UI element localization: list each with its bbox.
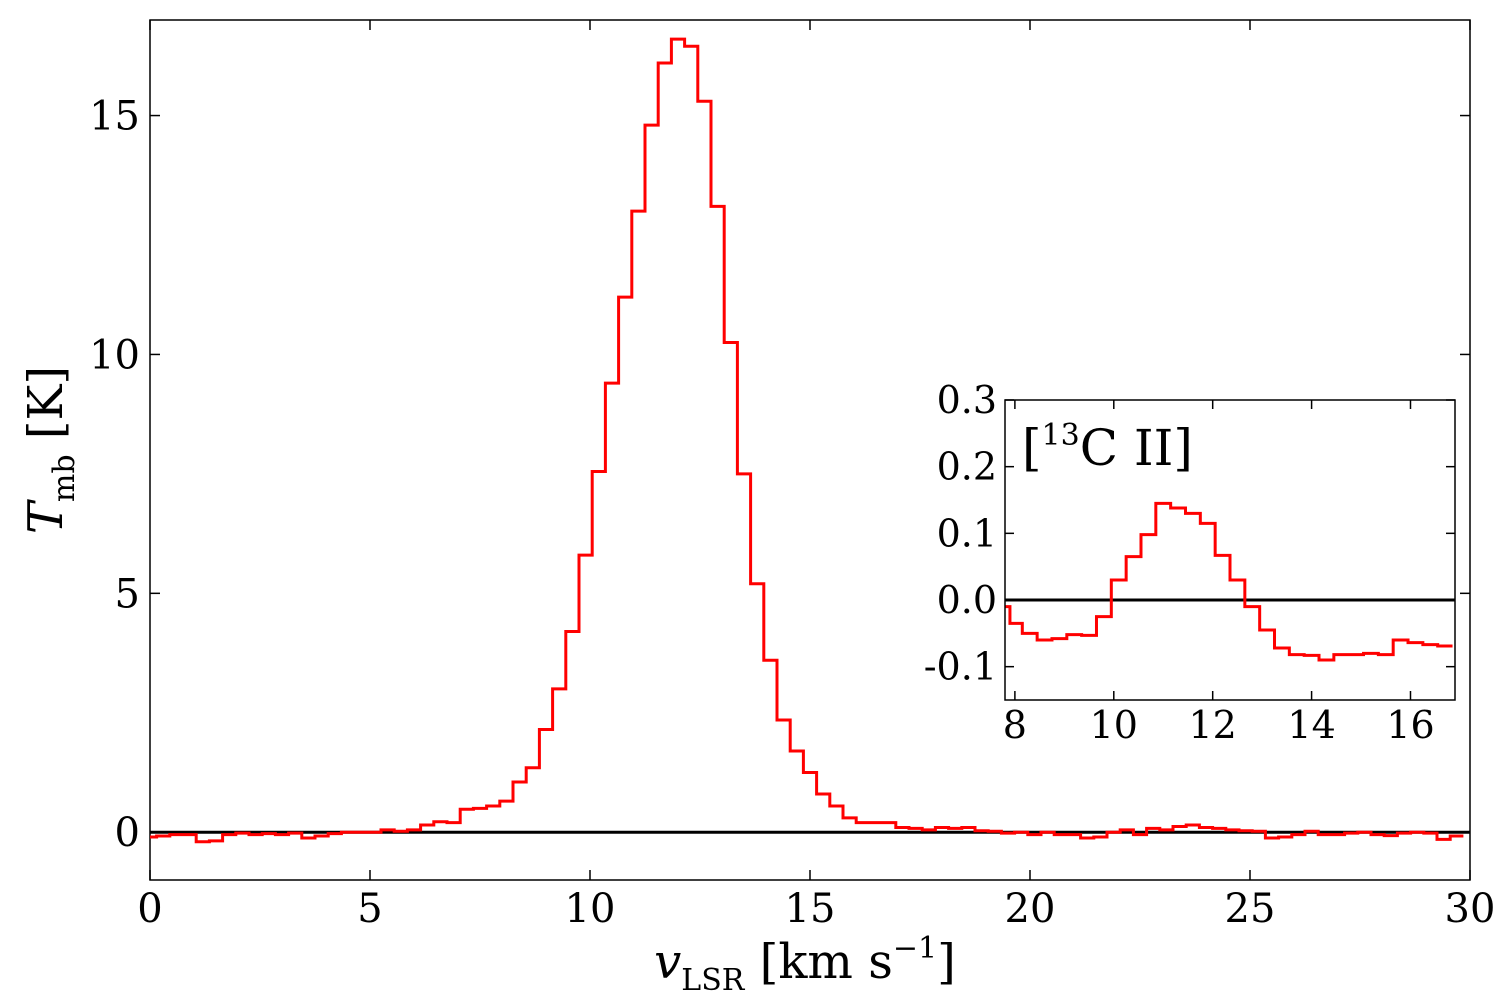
x-tick-label: 10: [1090, 703, 1138, 747]
x-tick-label: 20: [1005, 886, 1056, 932]
y-tick-label: 0.0: [937, 578, 997, 622]
inset-title: [13C II]: [1022, 418, 1193, 477]
main-y-axis-label: Tmb [K]: [18, 366, 82, 534]
main-x-axis-label: vLSR [km s−1]: [654, 931, 956, 998]
inset-title-ion: II: [1118, 419, 1173, 477]
x-tick-label: 5: [357, 886, 382, 932]
xlabel-units-exp: −1: [893, 931, 937, 966]
main-panel: 0 5 10 15 20 25 30 0 5 10 15 vLSR [km s−1] Tmb [K…: [18, 19, 1495, 998]
main-y-ticks: 0 5 10 15: [89, 94, 1470, 856]
x-tick-label: 12: [1189, 703, 1237, 747]
y-tick-label: 15: [89, 94, 140, 140]
main-x-ticks: 0 5 10 15 20 25 30: [137, 20, 1495, 932]
xlabel-sub: LSR: [681, 963, 745, 998]
y-tick-label: 0.3: [937, 378, 997, 422]
inset-title-sup: 13: [1042, 418, 1080, 453]
y-tick-label: 0: [115, 810, 140, 856]
inset-x-ticks: 8 10 12 14 16: [1003, 400, 1435, 747]
ylabel-main: T: [18, 499, 74, 534]
inset-title-open: [: [1022, 419, 1042, 477]
ylabel-sub: mb: [47, 454, 82, 502]
inset-panel: 8 10 12 14 16 -0.1 0.0 0.1 0.2 0.3 [13C II]: [924, 378, 1456, 747]
xlabel-main: v: [654, 934, 681, 990]
inset-plot-frame: [1004, 399, 1456, 701]
y-tick-label: 10: [89, 332, 140, 378]
y-tick-label: 5: [115, 571, 140, 617]
x-tick-label: 10: [565, 886, 616, 932]
x-tick-label: 8: [1003, 703, 1027, 747]
y-tick-label: 0.1: [937, 511, 997, 555]
inset-title-close: ]: [1173, 419, 1193, 477]
inset-series-line: [1005, 501, 1453, 662]
inset-title-species: C: [1080, 419, 1118, 477]
inset-background: [1005, 400, 1455, 700]
x-tick-label: 15: [785, 886, 836, 932]
inset-y-ticks: -0.1 0.0 0.1 0.2 0.3: [924, 378, 1455, 689]
y-tick-label: -0.1: [924, 645, 997, 689]
main-series-line: [150, 37, 1464, 844]
x-tick-label: 30: [1445, 886, 1496, 932]
x-tick-label: 25: [1225, 886, 1276, 932]
x-tick-label: 16: [1386, 703, 1434, 747]
xlabel-units-open: [km s: [744, 934, 892, 990]
x-tick-label: 0: [137, 886, 162, 932]
x-tick-label: 14: [1287, 703, 1335, 747]
y-tick-label: 0.2: [937, 445, 997, 489]
ylabel-units: [K]: [18, 366, 74, 455]
xlabel-units-close: ]: [937, 934, 956, 990]
